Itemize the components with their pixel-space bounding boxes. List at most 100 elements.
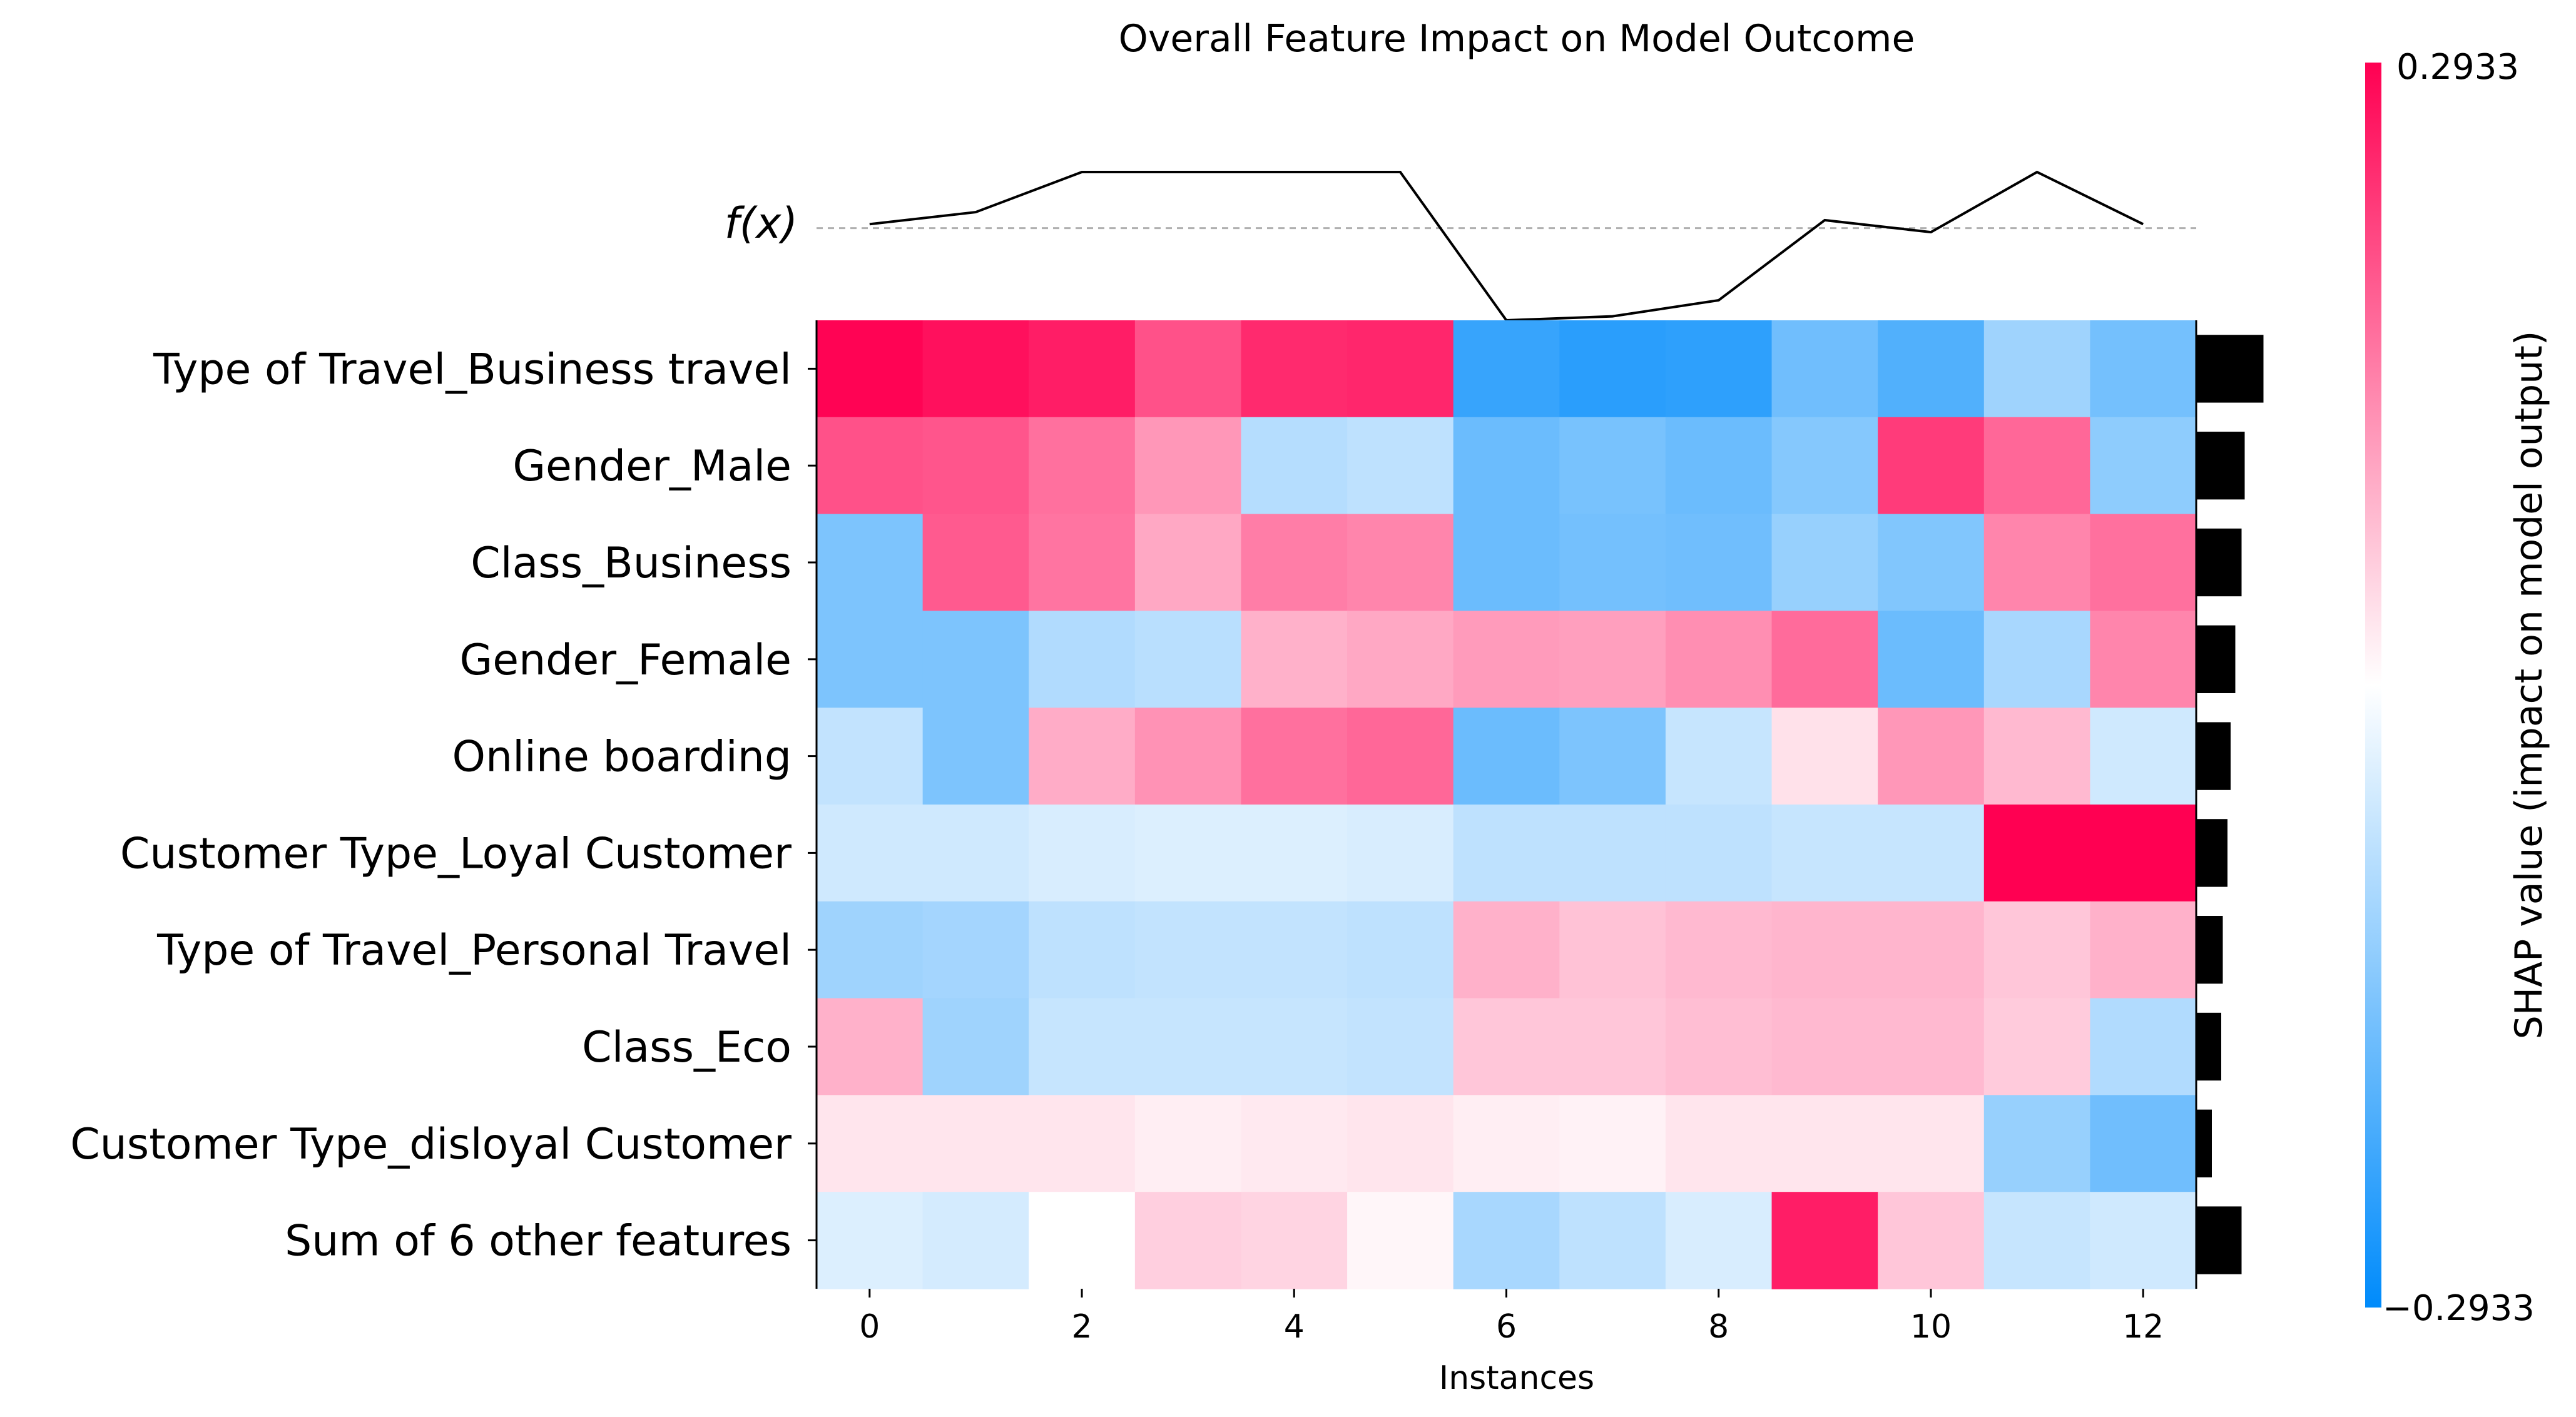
x-tick-label: 0	[859, 1308, 880, 1346]
heatmap-cell	[1983, 1095, 2091, 1192]
heatmap-cell	[1559, 901, 1666, 999]
heatmap-cell	[1347, 998, 1454, 1096]
heatmap-cell	[1771, 901, 1878, 999]
heatmap-cell	[922, 320, 1030, 418]
heatmap-cell	[1559, 708, 1666, 805]
heatmap-cell	[1241, 611, 1348, 708]
heatmap-cell	[1771, 998, 1878, 1096]
heatmap-cell	[1453, 708, 1560, 805]
heatmap-cell	[817, 708, 924, 805]
feature-labels: Type of Travel_Business travel Gender_Mal…	[70, 345, 817, 1266]
heatmap-cell	[1878, 805, 1985, 902]
heatmap-cell	[1665, 320, 1773, 418]
heatmap-cell	[2090, 901, 2197, 999]
y-tick-label: Class_Business	[471, 539, 792, 588]
heatmap-cell	[1134, 417, 1242, 515]
heatmap-cell	[1134, 320, 1242, 418]
x-tick-label: 10	[1910, 1308, 1952, 1346]
heatmap-cell	[1878, 611, 1985, 708]
heatmap-cell	[1983, 417, 2091, 515]
heatmap-cell	[1983, 1192, 2091, 1289]
heatmap-cell	[1453, 514, 1560, 612]
heatmap-cell	[1665, 417, 1773, 515]
heatmap-cell	[1771, 611, 1878, 708]
mean-abs-bar	[2196, 432, 2245, 500]
heatmap-cell	[1029, 514, 1136, 612]
heatmap-cell	[1134, 805, 1242, 902]
heatmap-cell	[817, 514, 924, 612]
heatmap-cell	[817, 901, 924, 999]
heatmap-cell	[1771, 708, 1878, 805]
heatmap-cell	[1241, 901, 1348, 999]
heatmap-cell	[1559, 1192, 1666, 1289]
mean-abs-bars	[2196, 335, 2264, 1274]
heatmap-cell	[1241, 1095, 1348, 1192]
heatmap-cell	[1029, 417, 1136, 515]
mean-abs-bar	[2196, 625, 2236, 693]
heatmap-cell	[922, 514, 1030, 612]
heatmap-cell	[1983, 708, 2091, 805]
heatmap-cell	[1983, 998, 2091, 1096]
fx-line-panel	[817, 170, 2196, 322]
heatmap-cell	[922, 708, 1030, 805]
heatmap-cell	[2090, 611, 2197, 708]
heatmap-cell	[1029, 611, 1136, 708]
heatmap-cell	[1878, 1192, 1985, 1289]
heatmap-cell	[1878, 417, 1985, 515]
mean-abs-bar	[2196, 1206, 2242, 1274]
colorbar-min-label: −0.2933	[2383, 1288, 2535, 1329]
heatmap-cell	[1241, 1192, 1348, 1289]
heatmap-cell	[1453, 320, 1560, 418]
heatmap-cell	[1878, 1095, 1985, 1192]
heatmap-cell	[1665, 1192, 1773, 1289]
heatmap-cell	[817, 320, 924, 418]
heatmap-cell	[1347, 611, 1454, 708]
heatmap-cell	[1771, 320, 1878, 418]
heatmap-cell	[1878, 514, 1985, 612]
heatmap-cell	[1665, 805, 1773, 902]
heatmap-cell	[1771, 805, 1878, 902]
x-tick-label: 2	[1071, 1308, 1092, 1346]
heatmap-cell	[1559, 611, 1666, 708]
x-axis-label: Instances	[1439, 1359, 1594, 1397]
heatmap-cell	[1559, 514, 1666, 612]
x-tick-label: 4	[1284, 1308, 1305, 1346]
heatmap-cell	[1453, 998, 1560, 1096]
heatmap-cell	[1771, 1192, 1878, 1289]
heatmap-cell	[922, 417, 1030, 515]
x-tick-label: 8	[1708, 1308, 1729, 1346]
y-tick-label: Customer Type_Loyal Customer	[120, 829, 792, 878]
heatmap-cell	[1134, 611, 1242, 708]
x-axis: 0 2 4 6 8 10 12	[859, 1289, 2164, 1346]
heatmap-cell	[1347, 1192, 1454, 1289]
heatmap-cell	[1453, 417, 1560, 515]
heatmap-cell	[1771, 514, 1878, 612]
heatmap-cell	[922, 1095, 1030, 1192]
heatmap-cell	[1878, 320, 1985, 418]
heatmap-cell	[1983, 320, 2091, 418]
heatmap-cell	[1453, 611, 1560, 708]
heatmap-cell	[1347, 514, 1454, 612]
mean-abs-bar	[2196, 1012, 2221, 1081]
heatmap-cell	[1665, 1095, 1773, 1192]
heatmap-cell	[1029, 320, 1136, 418]
heatmap-cell	[1347, 417, 1454, 515]
heatmap-cell	[1665, 998, 1773, 1096]
heatmap-cell	[2090, 417, 2197, 515]
mean-abs-bar	[2196, 1109, 2212, 1177]
heatmap-cell	[1878, 901, 1985, 999]
heatmap-cell	[817, 611, 924, 708]
heatmap-cell	[817, 805, 924, 902]
y-tick-label: Gender_Male	[512, 442, 792, 491]
y-tick-label: Type of Travel_Business travel	[153, 345, 792, 394]
heatmap-cell	[1347, 901, 1454, 999]
x-tick-label: 6	[1496, 1308, 1517, 1346]
heatmap	[815, 320, 2197, 1289]
x-tick-label: 12	[2122, 1308, 2164, 1346]
mean-abs-bar	[2196, 916, 2223, 984]
heatmap-cell	[1029, 901, 1136, 999]
fx-line	[869, 170, 2144, 322]
heatmap-cell	[922, 805, 1030, 902]
heatmap-cell	[1134, 1095, 1242, 1192]
